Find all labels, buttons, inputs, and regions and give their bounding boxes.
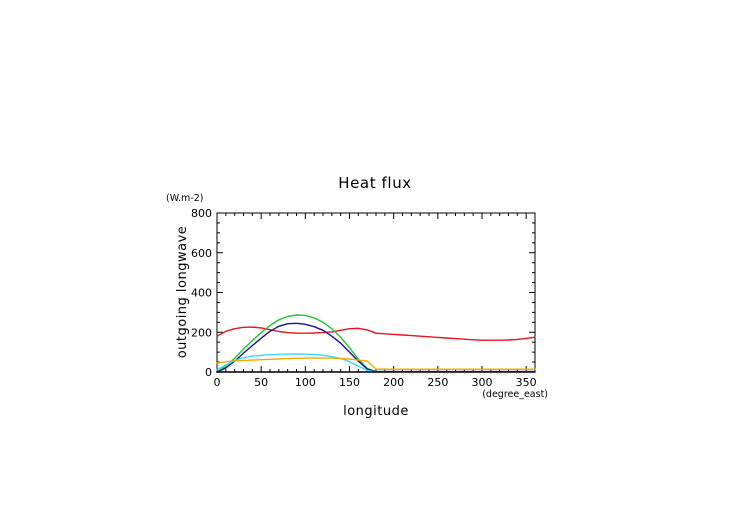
y-axis-title: outgoing longwave xyxy=(175,226,190,359)
plot-area: 0 50 100 150 200 250 300 350 0 200 400 600 800 xyxy=(191,207,537,389)
x-tick-label: 350 xyxy=(516,376,537,389)
x-axis-unit: (degree_east) xyxy=(482,389,548,400)
x-tick-label: 200 xyxy=(383,376,404,389)
y-tick-label: 400 xyxy=(191,287,212,300)
plot-frame xyxy=(216,212,536,373)
series-line-2 xyxy=(216,314,536,373)
y-axis-unit: (W.m-2) xyxy=(166,193,203,204)
x-tick-label: 150 xyxy=(339,376,360,389)
x-axis-title: longitude xyxy=(343,404,409,419)
x-tick-label: 100 xyxy=(295,376,316,389)
x-tick-label: 250 xyxy=(427,376,448,389)
y-tick-label: 0 xyxy=(205,366,212,379)
y-tick-label: 600 xyxy=(191,247,212,260)
x-tick-label: 0 xyxy=(214,376,221,389)
y-tick-label: 800 xyxy=(191,207,212,220)
x-tick-label: 50 xyxy=(254,376,268,389)
series-line-1 xyxy=(216,326,536,341)
y-tick-label: 200 xyxy=(191,326,212,339)
series-line-5 xyxy=(216,357,536,370)
chart-title: Heat flux xyxy=(338,174,412,192)
x-tick-label: 300 xyxy=(472,376,493,389)
